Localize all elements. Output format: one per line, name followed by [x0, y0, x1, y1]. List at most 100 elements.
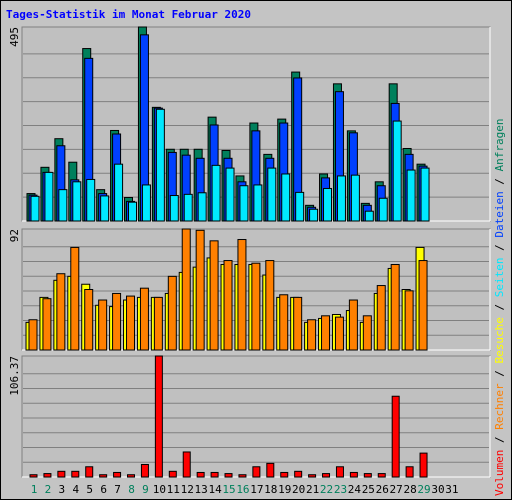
bar	[295, 191, 305, 222]
bar	[419, 452, 428, 478]
legend-entry: Besuche	[493, 317, 506, 363]
bar	[267, 167, 277, 222]
x-tick-label: 6	[100, 483, 107, 496]
x-tick-label: 5	[86, 483, 93, 496]
x-tick-label: 30	[431, 483, 444, 496]
bar	[42, 298, 52, 351]
bar	[364, 210, 374, 222]
bar	[420, 167, 430, 222]
bar	[404, 290, 414, 351]
legend-separator: /	[493, 238, 506, 258]
bar	[196, 471, 205, 478]
legend-entry: Rechner	[493, 383, 506, 430]
bar	[336, 175, 346, 222]
bar	[169, 195, 179, 222]
bar	[309, 208, 319, 222]
bar	[181, 228, 191, 351]
bar	[85, 466, 94, 478]
x-tick-label: 26	[376, 483, 389, 496]
bar	[349, 471, 358, 478]
bar	[390, 264, 400, 351]
x-tick-label: 18	[264, 483, 277, 496]
bar	[99, 474, 108, 478]
x-tick-label: 23	[334, 483, 347, 496]
bar	[251, 262, 261, 351]
bar	[223, 260, 233, 351]
x-tick-label: 7	[114, 483, 121, 496]
x-tick-label: 8	[128, 483, 135, 496]
bar	[293, 296, 303, 351]
bar	[321, 315, 331, 351]
bar	[154, 355, 163, 478]
bar	[322, 473, 331, 478]
bar	[43, 473, 52, 478]
legend-entry: Anfragen	[493, 118, 506, 171]
bar	[72, 181, 82, 222]
y-tick-label: 495	[8, 27, 21, 47]
bar	[57, 470, 66, 478]
chart-title: Tages-Statistik im Monat Februar 2020	[6, 8, 251, 21]
bar	[114, 163, 124, 222]
x-tick-label: 4	[72, 483, 79, 496]
bar	[252, 466, 261, 478]
bar	[100, 195, 110, 222]
bar	[28, 319, 38, 351]
bar	[71, 470, 80, 478]
bar	[141, 184, 151, 222]
x-tick-label: 20	[292, 483, 305, 496]
bar	[30, 195, 40, 222]
bar	[155, 108, 165, 222]
bar	[281, 173, 291, 222]
bar	[362, 315, 372, 351]
legend-entry: Seiten	[493, 258, 506, 298]
bar	[56, 273, 66, 351]
bar	[84, 289, 94, 351]
bar	[266, 462, 275, 478]
x-tick-label: 3	[59, 483, 66, 496]
x-tick-label: 27	[390, 483, 403, 496]
bar	[58, 189, 68, 222]
bar	[197, 192, 207, 222]
x-tick-label: 17	[250, 483, 263, 496]
bar	[195, 229, 205, 351]
x-tick-label: 11	[167, 483, 180, 496]
bar	[294, 470, 303, 478]
x-tick-label: 10	[153, 483, 166, 496]
bar	[279, 294, 289, 351]
x-tick-label: 21	[306, 483, 319, 496]
x-tick-label: 24	[348, 483, 362, 496]
x-tick-label: 14	[208, 483, 222, 496]
bar	[44, 171, 54, 222]
bar	[139, 287, 149, 351]
bar	[392, 120, 402, 222]
bar	[237, 239, 247, 351]
y-tick-label: 92	[8, 229, 21, 242]
bar	[128, 201, 138, 222]
bar	[210, 471, 219, 478]
bar	[376, 285, 386, 351]
x-tick-label: 22	[320, 483, 333, 496]
bar	[334, 316, 344, 351]
bar	[127, 474, 136, 478]
bar	[153, 296, 163, 351]
bar	[323, 187, 333, 222]
bar	[224, 473, 233, 478]
x-tick-label: 15	[222, 483, 235, 496]
bar	[29, 474, 38, 478]
bar	[265, 260, 275, 351]
bar	[253, 184, 263, 222]
bar	[239, 185, 249, 222]
x-tick-label: 2	[45, 483, 52, 496]
bar	[211, 164, 221, 222]
bar	[308, 474, 317, 478]
legend-entry: Volumen	[493, 450, 506, 496]
legend-separator: /	[493, 364, 506, 384]
bar	[280, 471, 289, 478]
x-tick-label: 25	[362, 483, 375, 496]
x-tick-label: 31	[445, 483, 458, 496]
x-tick-label: 16	[236, 483, 249, 496]
bar	[183, 193, 193, 222]
bar	[86, 178, 96, 222]
bar	[182, 451, 191, 478]
